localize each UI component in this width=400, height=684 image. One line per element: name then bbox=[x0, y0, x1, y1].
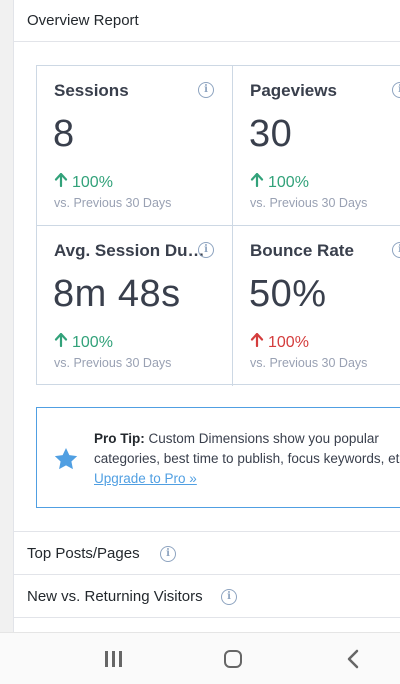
overview-report-panel: Overview Report Sessions i 8 100% vs. Pr… bbox=[13, 0, 400, 632]
stat-change: 100% bbox=[250, 173, 309, 192]
stat-value: 30 bbox=[249, 113, 293, 155]
info-icon[interactable]: i bbox=[198, 242, 214, 258]
stat-compare: vs. Previous 30 Days bbox=[54, 196, 172, 210]
arrow-up-icon bbox=[250, 333, 264, 347]
stat-avg-session-duration: Avg. Session Du… i 8m 48s 100% vs. Previ… bbox=[37, 226, 233, 386]
home-icon bbox=[224, 650, 242, 668]
pro-tip-text: Pro Tip: Custom Dimensions show you popu… bbox=[94, 429, 400, 489]
pro-tip-box: Pro Tip: Custom Dimensions show you popu… bbox=[36, 407, 400, 508]
stat-compare: vs. Previous 30 Days bbox=[250, 356, 368, 370]
back-icon bbox=[347, 649, 359, 669]
android-nav-bar bbox=[0, 632, 400, 684]
info-icon[interactable]: i bbox=[392, 82, 400, 98]
section-top-posts[interactable]: Top Posts/Pages i bbox=[14, 531, 400, 574]
stat-compare: vs. Previous 30 Days bbox=[250, 196, 368, 210]
home-button[interactable] bbox=[220, 645, 246, 673]
stat-change: 100% bbox=[54, 173, 113, 192]
star-icon bbox=[54, 447, 78, 470]
info-icon[interactable]: i bbox=[198, 82, 214, 98]
section-new-vs-returning[interactable]: New vs. Returning Visitors i bbox=[14, 574, 400, 617]
recents-button[interactable] bbox=[100, 645, 126, 673]
stat-compare: vs. Previous 30 Days bbox=[54, 356, 172, 370]
stat-label: Pageviews bbox=[250, 81, 337, 100]
stat-value: 8m 48s bbox=[53, 273, 181, 315]
stat-sessions: Sessions i 8 100% vs. Previous 30 Days bbox=[37, 66, 233, 226]
arrow-up-icon bbox=[54, 333, 68, 347]
pro-tip-body: Custom Dimensions show you popular categ… bbox=[94, 431, 400, 466]
panel-header[interactable]: Overview Report bbox=[14, 0, 400, 42]
panel-title: Overview Report bbox=[27, 12, 139, 29]
info-icon[interactable]: i bbox=[160, 546, 176, 562]
stat-change-value: 100% bbox=[268, 174, 309, 191]
stat-label: Bounce Rate bbox=[250, 241, 354, 260]
stat-value: 50% bbox=[249, 273, 327, 315]
section-label: Top Posts/Pages bbox=[27, 545, 140, 562]
section-next-partial bbox=[14, 617, 400, 632]
section-label: New vs. Returning Visitors bbox=[27, 588, 203, 605]
stat-change-value: 100% bbox=[72, 174, 113, 191]
stat-bounce-rate: Bounce Rate i 50% 100% vs. Previous 30 D… bbox=[233, 226, 400, 386]
upgrade-link[interactable]: Upgrade to Pro » bbox=[94, 471, 197, 486]
recents-icon bbox=[105, 651, 108, 667]
stat-change-value: 100% bbox=[268, 334, 309, 351]
info-icon[interactable]: i bbox=[392, 242, 400, 258]
arrow-up-icon bbox=[54, 173, 68, 187]
stat-pageviews: Pageviews i 30 100% vs. Previous 30 Days bbox=[233, 66, 400, 226]
stat-value: 8 bbox=[53, 113, 75, 155]
recents-icon bbox=[119, 651, 122, 667]
recents-icon bbox=[112, 651, 115, 667]
stat-change: 100% bbox=[54, 333, 113, 352]
stat-change: 100% bbox=[250, 333, 309, 352]
stat-label: Avg. Session Du… bbox=[54, 241, 205, 260]
stat-label: Sessions bbox=[54, 81, 129, 100]
stats-grid: Sessions i 8 100% vs. Previous 30 Days P… bbox=[36, 65, 400, 386]
stat-change-value: 100% bbox=[72, 334, 113, 351]
info-icon[interactable]: i bbox=[221, 589, 237, 605]
arrow-up-icon bbox=[250, 173, 264, 187]
pro-tip-prefix: Pro Tip: bbox=[94, 431, 145, 446]
back-button[interactable] bbox=[340, 645, 366, 673]
